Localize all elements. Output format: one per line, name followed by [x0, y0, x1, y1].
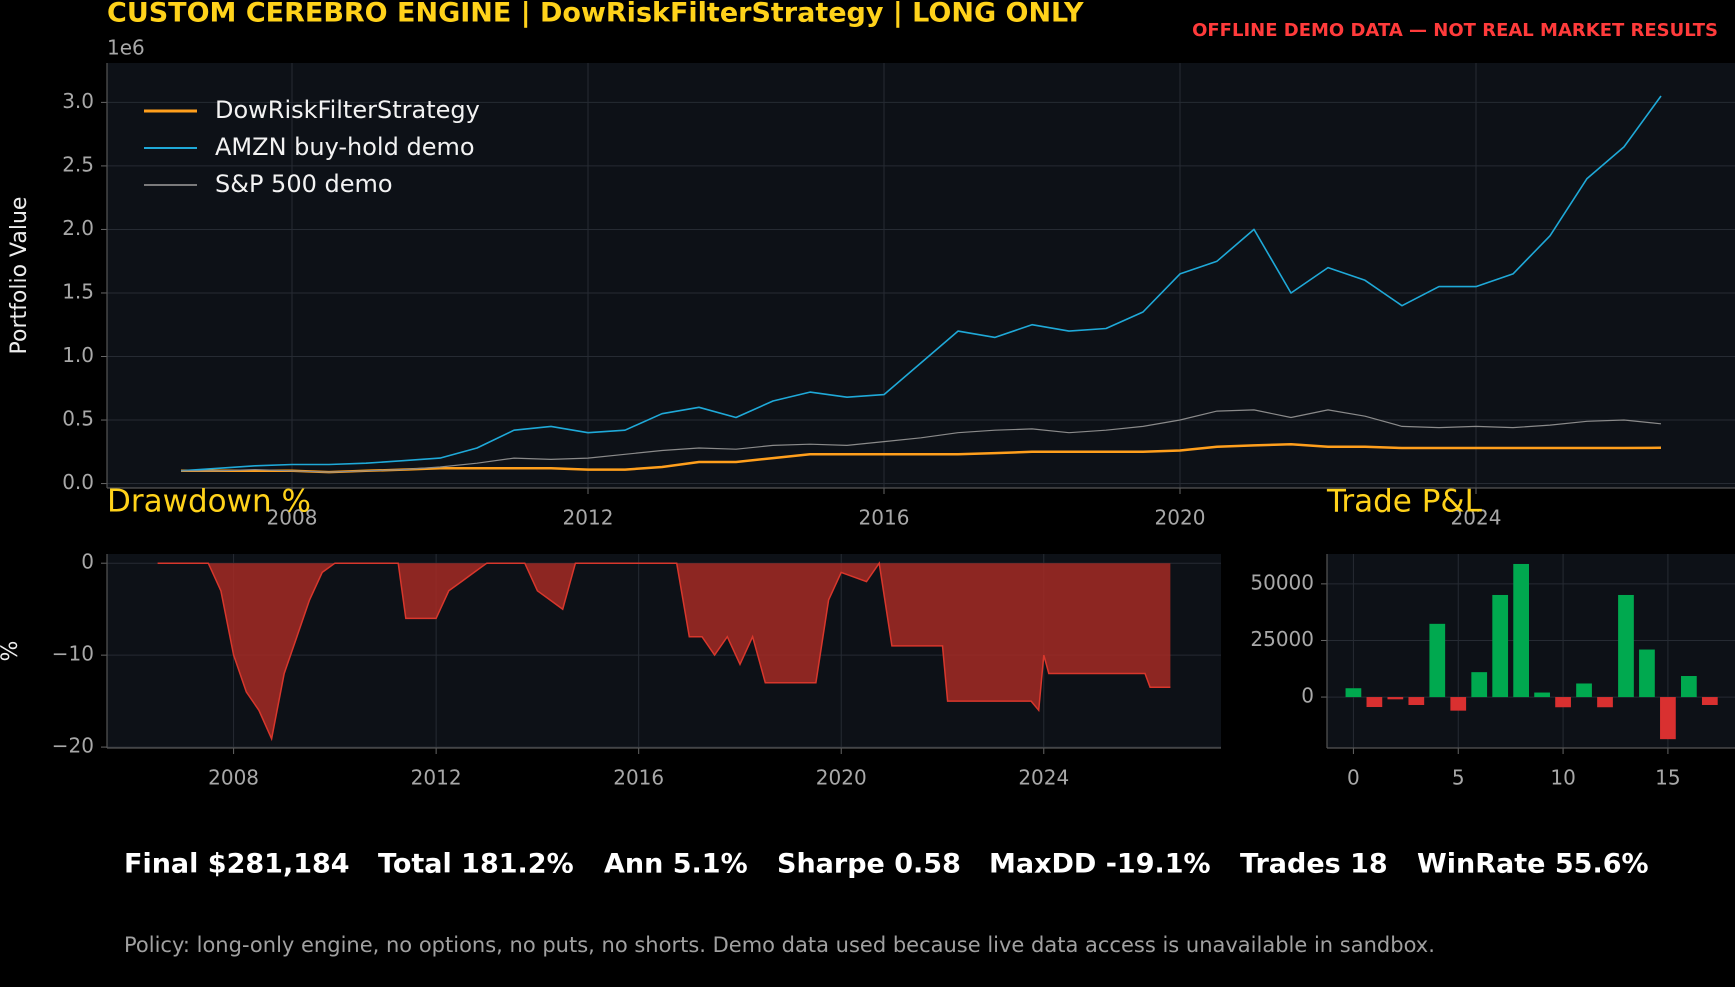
- trade-bar: [1639, 649, 1655, 698]
- y-tick-label: 0.0: [62, 470, 94, 494]
- trade-bar: [1555, 697, 1571, 708]
- footer-policy: Policy: long-only engine, no options, no…: [124, 933, 1435, 957]
- y-tick-label: 0: [1301, 684, 1314, 708]
- x-tick-label: 2020: [816, 766, 867, 790]
- trade-bar: [1387, 697, 1404, 700]
- trade-bar: [1429, 623, 1446, 698]
- trade-bar: [1471, 672, 1488, 698]
- x-tick-label: 2008: [267, 506, 318, 530]
- trade-bar: [1408, 697, 1425, 705]
- trade-bar: [1597, 697, 1613, 708]
- trade-bar: [1492, 594, 1509, 698]
- plot-area: [107, 63, 1735, 488]
- trade-bar: [1701, 697, 1718, 705]
- series-line: [180, 95, 1662, 472]
- y-tick-label: 1.0: [62, 343, 94, 367]
- y-tick-label: 3.0: [62, 89, 94, 113]
- legend-label: AMZN buy-hold demo: [215, 133, 475, 161]
- drawdown-line: [157, 561, 1171, 742]
- x-tick-label: 2012: [563, 506, 614, 530]
- trade-bar: [1534, 692, 1550, 698]
- trade-bar: [1513, 563, 1530, 698]
- y-axis-label: Portfolio Value: [7, 197, 32, 355]
- y-axis-label: %: [0, 641, 23, 662]
- stat: Ann 5.1%: [604, 849, 748, 880]
- stat: WinRate 55.6%: [1417, 849, 1649, 880]
- x-tick-label: 2020: [1155, 506, 1206, 530]
- trade-bar: [1618, 594, 1634, 698]
- x-tick-label: 5: [1452, 766, 1465, 790]
- trade-bar: [1576, 683, 1592, 698]
- trade-bar: [1450, 697, 1467, 711]
- chart-title: Drawdown %: [107, 484, 311, 520]
- stat: Sharpe 0.58: [777, 849, 961, 880]
- y-tick-label: 50000: [1250, 570, 1314, 594]
- x-tick-label: 2016: [859, 506, 910, 530]
- stat: Final $281,184: [124, 849, 350, 880]
- banner: OFFLINE DEMO DATA — NOT REAL MARKET RESU…: [1192, 20, 1718, 41]
- x-tick-label: 2024: [1018, 766, 1069, 790]
- y-tick-label: 2.5: [62, 152, 94, 176]
- chart-title: CUSTOM CEREBRO ENGINE | DowRiskFilterStr…: [107, 0, 1084, 29]
- y-tick-label: −20: [52, 734, 94, 758]
- series-line: [181, 442, 1662, 474]
- y-tick-label: 0.5: [62, 407, 94, 431]
- x-tick-label: 2008: [208, 766, 259, 790]
- y-tick-label: 2.0: [62, 216, 94, 240]
- trade-bar: [1660, 697, 1676, 740]
- stat: MaxDD -19.1%: [989, 849, 1211, 880]
- x-tick-label: 15: [1655, 766, 1680, 790]
- legend-label: S&P 500 demo: [215, 170, 393, 198]
- y-tick-label: 25000: [1250, 627, 1314, 651]
- y-tick-label: 0: [81, 550, 94, 574]
- trade-bar: [1366, 697, 1383, 708]
- trade-bar: [1345, 688, 1362, 698]
- drawdown-fill: [157, 563, 1171, 739]
- x-tick-label: 10: [1550, 766, 1575, 790]
- legend-label: DowRiskFilterStrategy: [215, 96, 480, 124]
- x-tick-label: 2012: [411, 766, 462, 790]
- y-tick-label: −10: [52, 642, 94, 666]
- x-tick-label: 2024: [1451, 506, 1502, 530]
- stat: Trades 18: [1240, 849, 1388, 880]
- series-line: [181, 409, 1662, 473]
- x-tick-label: 0: [1347, 766, 1360, 790]
- stat: Total 181.2%: [378, 849, 574, 880]
- chart-title: Trade P&L: [1326, 484, 1483, 520]
- x-tick-label: 2016: [613, 766, 664, 790]
- y-tick-label: 1.5: [62, 279, 94, 303]
- axis-offset-label: 1e6: [107, 36, 145, 60]
- trade-bar: [1681, 676, 1697, 698]
